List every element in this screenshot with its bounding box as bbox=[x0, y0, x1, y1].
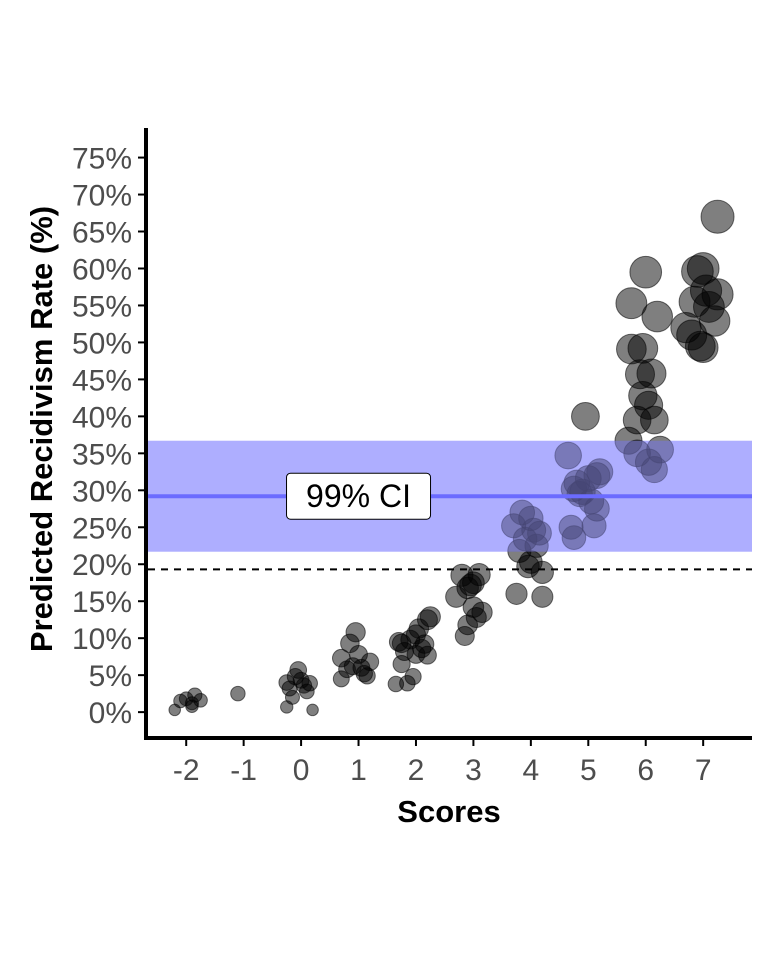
data-point bbox=[640, 405, 669, 435]
x-tick-label: 7 bbox=[695, 754, 712, 787]
data-point bbox=[301, 675, 318, 692]
data-point bbox=[419, 606, 441, 628]
y-tick-label: 75% bbox=[72, 143, 132, 176]
data-point bbox=[629, 255, 663, 289]
data-point bbox=[391, 633, 412, 654]
data-point bbox=[700, 199, 735, 234]
data-point bbox=[459, 573, 482, 597]
data-point bbox=[358, 667, 376, 685]
data-point bbox=[698, 305, 731, 337]
data-point bbox=[345, 622, 366, 643]
x-tick-label: 0 bbox=[293, 754, 310, 787]
y-tick-label: 15% bbox=[72, 586, 132, 619]
data-point bbox=[561, 525, 587, 550]
data-point bbox=[687, 332, 719, 363]
y-tick-label: 60% bbox=[72, 253, 132, 286]
y-axis-title: Predicted Recidivism Rate (%) bbox=[24, 206, 59, 652]
data-point bbox=[230, 685, 246, 702]
data-point bbox=[418, 645, 437, 665]
ci-label-box bbox=[286, 472, 432, 520]
data-point bbox=[636, 358, 667, 389]
x-tick-label: -2 bbox=[173, 754, 200, 787]
x-axis-title: Scores bbox=[397, 794, 500, 829]
data-point bbox=[531, 585, 554, 608]
axes-layer: 0% 5% 10% 15% 20% 25% 30% 35% 40% 45% 50% 55% 60%65%… bbox=[72, 128, 752, 787]
x-tick-label: 6 bbox=[637, 754, 654, 787]
data-point bbox=[527, 520, 552, 546]
data-point bbox=[530, 560, 554, 584]
data-point bbox=[306, 703, 319, 717]
data-point bbox=[701, 278, 734, 311]
data-point bbox=[185, 699, 199, 713]
y-tick-label: 10% bbox=[72, 623, 132, 656]
ci-label: 99% CI bbox=[306, 478, 411, 514]
data-point bbox=[646, 435, 674, 464]
y-tick-label: 5% bbox=[89, 660, 132, 693]
data-point bbox=[641, 300, 674, 333]
y-tick-label: 40% bbox=[72, 401, 132, 434]
data-point bbox=[404, 668, 422, 686]
x-tick-label: 2 bbox=[408, 754, 425, 787]
x-tick-label: 1 bbox=[350, 754, 367, 787]
y-tick-label: 20% bbox=[72, 549, 132, 582]
data-point bbox=[615, 287, 648, 320]
data-points-layer bbox=[168, 199, 735, 717]
data-point bbox=[586, 458, 614, 486]
x-tick-label: -1 bbox=[230, 754, 257, 787]
y-tick-label: 55% bbox=[72, 290, 132, 323]
data-point bbox=[505, 582, 528, 605]
x-tick-label: 3 bbox=[465, 754, 482, 787]
y-tick-label: 70% bbox=[72, 180, 132, 213]
data-point bbox=[280, 700, 294, 714]
x-tick-label: 5 bbox=[580, 754, 597, 787]
y-tick-label: 50% bbox=[72, 327, 132, 360]
data-point bbox=[471, 601, 493, 623]
data-point bbox=[286, 668, 304, 686]
y-tick-label: 30% bbox=[72, 475, 132, 508]
ci-label-layer: 99% CI bbox=[286, 472, 432, 520]
x-tick-label: 4 bbox=[523, 754, 540, 787]
y-tick-label: 65% bbox=[72, 217, 132, 250]
y-tick-label: 0% bbox=[89, 697, 132, 730]
y-tick-label: 25% bbox=[72, 512, 132, 545]
y-tick-label: 45% bbox=[72, 364, 132, 397]
data-point bbox=[571, 401, 600, 431]
y-tick-label: 35% bbox=[72, 438, 132, 471]
data-point bbox=[554, 441, 582, 470]
